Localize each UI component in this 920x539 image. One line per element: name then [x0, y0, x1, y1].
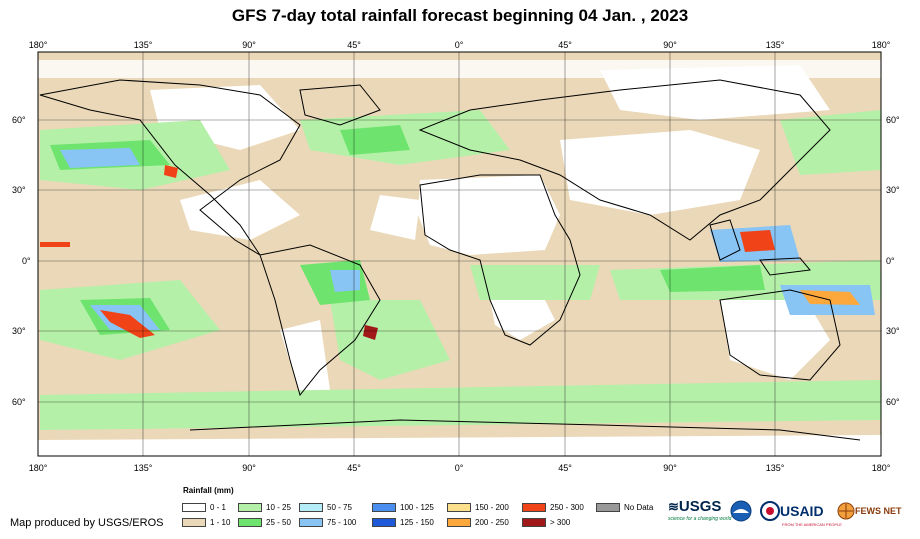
- usaid-logo: USAID FROM THE AMERICAN PEOPLE: [760, 500, 842, 527]
- legend-item: 250 - 300: [522, 503, 584, 512]
- legend-label: 25 - 50: [266, 518, 291, 527]
- credit-text: Map produced by USGS/EROS: [10, 517, 164, 529]
- legend-swatch: [238, 518, 262, 527]
- legend-swatch: [299, 503, 323, 512]
- lat-label-right: 60°: [886, 397, 900, 407]
- lat-label-left: 30°: [12, 326, 26, 336]
- legend-item: 75 - 100: [299, 518, 356, 527]
- lat-label-right: 30°: [886, 185, 900, 195]
- lon-label-bottom: 180°: [28, 463, 48, 473]
- lon-label-bottom: 135°: [765, 463, 785, 473]
- legend-swatch: [182, 518, 206, 527]
- legend-label: 10 - 25: [266, 503, 291, 512]
- legend-label: 150 - 200: [475, 503, 509, 512]
- legend-title: Rainfall (mm): [183, 486, 234, 495]
- lat-label-left: 60°: [12, 115, 26, 125]
- usgs-wave-icon: ≋: [668, 499, 679, 514]
- noaa-seal-icon: [730, 500, 752, 522]
- legend-swatch: [299, 518, 323, 527]
- usaid-seal-icon: [760, 501, 780, 521]
- legend-label: 0 - 1: [210, 503, 227, 512]
- lat-label-right: 30°: [886, 326, 900, 336]
- legend-label: 100 - 125: [400, 503, 434, 512]
- legend-label: 75 - 100: [327, 518, 357, 527]
- lat-label-left: 30°: [12, 185, 26, 195]
- map-frame: [37, 51, 882, 457]
- lon-label-bottom: 135°: [133, 463, 153, 473]
- legend-swatch: [447, 518, 471, 527]
- lon-label-top: 135°: [133, 40, 153, 50]
- lon-label-top: 135°: [765, 40, 785, 50]
- legend-item: No Data: [596, 503, 653, 512]
- legend-label: 125 - 150: [400, 518, 434, 527]
- page-title: GFS 7-day total rainfall forecast beginn…: [231, 6, 689, 25]
- legend-label: 200 - 250: [475, 518, 509, 527]
- legend-item: > 300: [522, 518, 570, 527]
- lon-label-bottom: 0°: [454, 463, 464, 473]
- lon-label-bottom: 180°: [871, 463, 891, 473]
- graticule: [38, 52, 881, 456]
- legend-item: 100 - 125: [372, 503, 434, 512]
- legend-label: 50 - 75: [327, 503, 352, 512]
- legend-swatch: [238, 503, 262, 512]
- lon-label-top: 90°: [663, 40, 677, 50]
- lat-label-left: 60°: [12, 397, 26, 407]
- noaa-logo: [730, 500, 752, 527]
- legend-swatch: [447, 503, 471, 512]
- lon-label-top: 180°: [28, 40, 48, 50]
- lon-label-top: 45°: [558, 40, 572, 50]
- lon-label-bottom: 90°: [242, 463, 256, 473]
- lon-label-top: 90°: [242, 40, 256, 50]
- lon-label-top: 45°: [347, 40, 361, 50]
- legend-swatch: [372, 503, 396, 512]
- legend-item: 1 - 10: [182, 518, 230, 527]
- lat-label-left: 0°: [22, 256, 31, 266]
- fewsnet-logo: FEWS NET: [837, 502, 902, 520]
- legend-label: 250 - 300: [550, 503, 584, 512]
- legend-item: 200 - 250: [447, 518, 509, 527]
- lon-label-bottom: 45°: [347, 463, 361, 473]
- legend-item: 125 - 150: [372, 518, 434, 527]
- usgs-logo: ≋USGS science for a changing world: [668, 498, 732, 522]
- legend-swatch: [522, 518, 546, 527]
- legend-item: 10 - 25: [238, 503, 291, 512]
- continent-outlines: [39, 79, 861, 441]
- lon-label-bottom: 90°: [663, 463, 677, 473]
- fewsnet-globe-icon: [837, 502, 855, 520]
- lon-label-bottom: 45°: [558, 463, 572, 473]
- legend-label: > 300: [550, 518, 571, 527]
- lat-label-right: 60°: [886, 115, 900, 125]
- lon-label-top: 0°: [454, 40, 464, 50]
- legend-item: 25 - 50: [238, 518, 291, 527]
- legend-swatch: [372, 518, 396, 527]
- legend-label: No Data: [624, 503, 654, 512]
- lon-label-top: 180°: [871, 40, 891, 50]
- legend-swatch: [596, 503, 620, 512]
- legend-swatch: [522, 503, 546, 512]
- legend-swatch: [182, 503, 206, 512]
- legend-item: 50 - 75: [299, 503, 352, 512]
- legend-label: 1 - 10: [210, 518, 231, 527]
- legend-item: 0 - 1: [182, 503, 226, 512]
- lat-label-right: 0°: [886, 256, 895, 266]
- legend-item: 150 - 200: [447, 503, 509, 512]
